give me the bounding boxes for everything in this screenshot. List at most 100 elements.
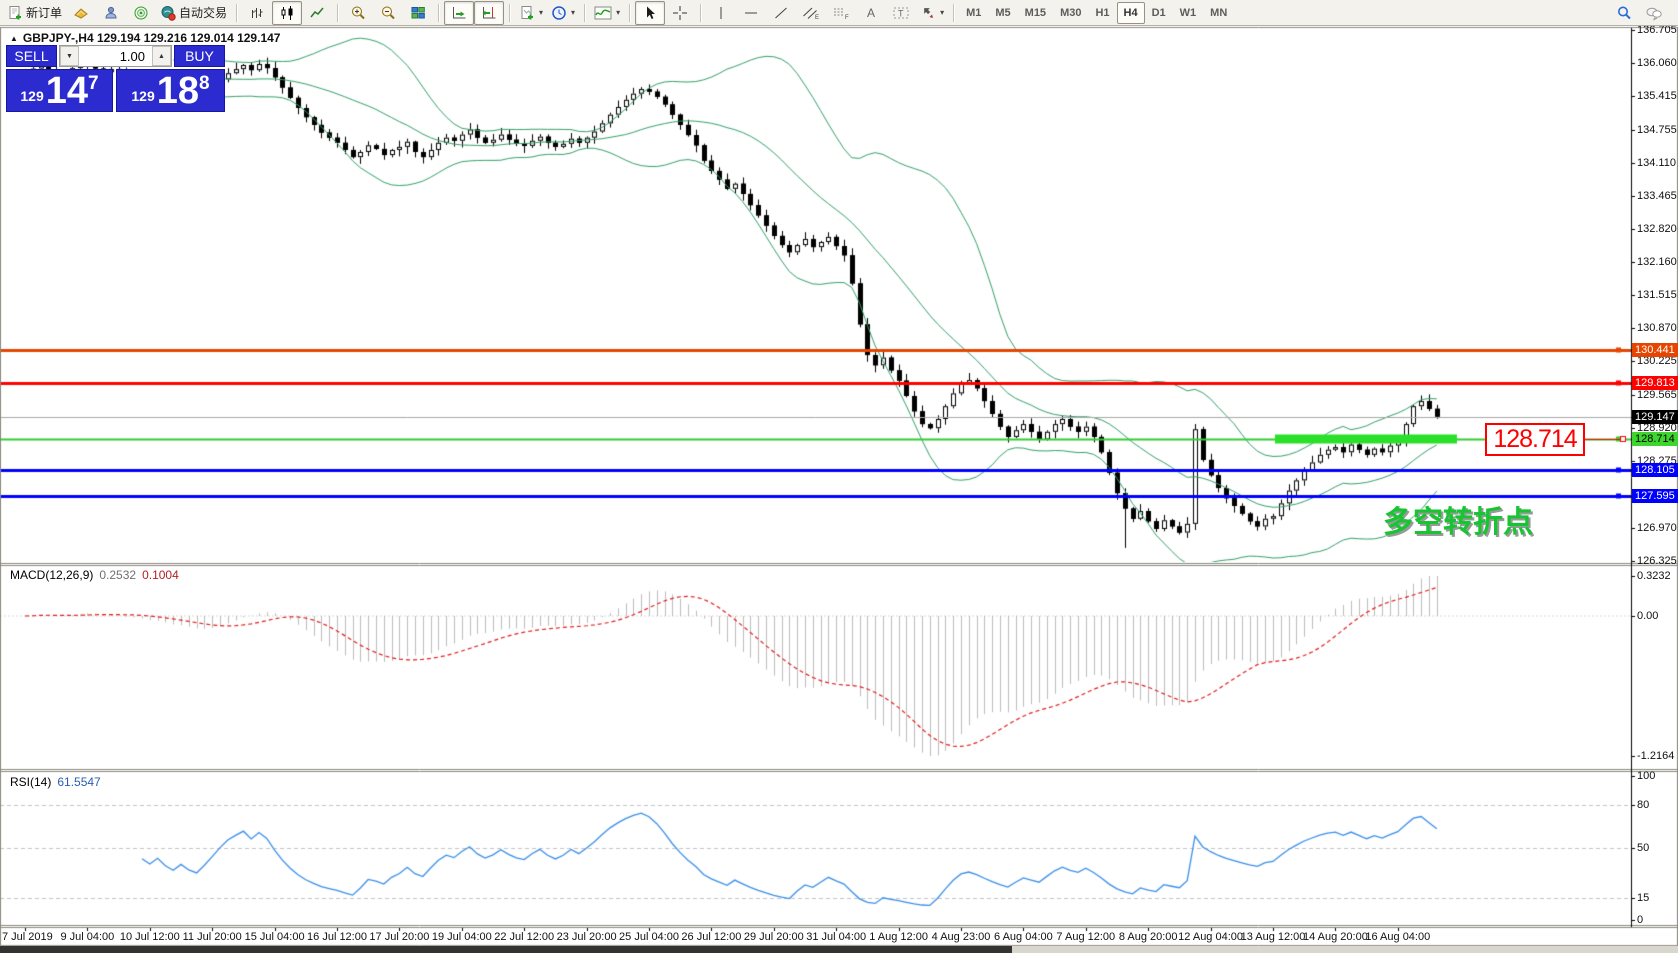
text-label-icon: T — [892, 5, 910, 21]
horizontal-line-button[interactable] — [736, 1, 766, 25]
toolbar-separator — [700, 3, 702, 22]
search-button[interactable] — [1609, 1, 1639, 25]
arrows-icon — [920, 5, 936, 21]
candlestick-chart-button[interactable] — [272, 0, 303, 25]
svg-text:T: T — [898, 8, 904, 18]
new-order-button[interactable]: 新订单 — [3, 1, 66, 25]
cursor-button[interactable] — [635, 0, 666, 25]
timeframe-mn-button[interactable]: MN — [1210, 6, 1228, 19]
timeframe-h4-button[interactable]: H4 — [1116, 1, 1145, 24]
svg-text:E: E — [815, 15, 819, 21]
chart-scrollbar[interactable] — [0, 946, 1678, 953]
text-button[interactable]: A — [856, 1, 886, 25]
one-click-trade-panel: SELL ▼ 1.00 ▲ BUY 129 14 7 129 18 8 — [6, 45, 225, 112]
timeframe-m1-button[interactable]: M1 — [966, 6, 982, 19]
macd-signal-value: 0.1004 — [142, 568, 179, 582]
chevron-down-icon: ▾ — [539, 8, 544, 17]
new-chart-icon — [519, 5, 535, 21]
tile-windows-icon — [410, 5, 426, 21]
history-center-button[interactable] — [66, 1, 96, 25]
symbol-info[interactable]: ▲ GBPJPY-,H4 129.194 129.216 129.014 129… — [10, 31, 280, 45]
rsi-name: RSI(14) — [10, 775, 52, 789]
chart-profiles-button[interactable]: ▾ — [547, 1, 579, 25]
macd-main-value: 0.2532 — [99, 568, 137, 582]
scrollbar-thumb[interactable] — [0, 946, 1012, 953]
equidistant-channel-button[interactable]: E — [796, 1, 826, 25]
fibonacci-button[interactable]: F — [826, 1, 856, 25]
trendline-button[interactable] — [766, 1, 796, 25]
buy-price-button[interactable]: 129 18 8 — [116, 69, 225, 112]
macd-name: MACD(12,26,9) — [10, 568, 94, 582]
text-label-button[interactable]: T — [886, 1, 916, 25]
profile-button[interactable] — [96, 1, 126, 25]
toolbar: 新订单 自动交易 — [0, 0, 1678, 26]
zoom-in-icon — [350, 5, 366, 21]
bar-chart-icon — [249, 5, 265, 21]
volume-stepper: ▼ 1.00 ▲ — [59, 45, 172, 67]
chart-shift-button[interactable] — [474, 0, 505, 25]
chevron-down-icon: ▾ — [571, 8, 576, 17]
text-a-icon: A — [864, 5, 878, 21]
timeframe-m15-button[interactable]: M15 — [1024, 6, 1047, 19]
chat-icon — [1645, 5, 1663, 21]
search-icon — [1616, 5, 1632, 21]
macd-label: MACD(12,26,9) 0.2532 0.1004 — [10, 568, 179, 582]
buy-price-sup: 8 — [199, 73, 210, 94]
vertical-line-icon — [715, 5, 727, 21]
tile-windows-button[interactable] — [403, 1, 433, 25]
vertical-line-button[interactable] — [706, 1, 736, 25]
new-chart-button[interactable]: ▾ — [515, 1, 547, 25]
buy-button[interactable]: BUY — [174, 45, 225, 67]
fibonacci-icon: F — [832, 5, 850, 21]
timeframe-d1-button[interactable]: D1 — [1151, 6, 1166, 19]
line-chart-icon — [309, 5, 325, 21]
indicators-button[interactable]: ▾ — [590, 1, 624, 25]
zoom-out-icon — [380, 5, 396, 21]
toolbar-separator — [337, 3, 339, 22]
equidistant-channel-icon: E — [802, 5, 820, 21]
chevron-down-icon: ▾ — [616, 8, 621, 17]
timeframe-m30-button[interactable]: M30 — [1060, 6, 1082, 19]
timeframe-w1-button[interactable]: W1 — [1179, 6, 1197, 19]
arrows-button[interactable]: ▾ — [916, 1, 948, 25]
toolbar-separator — [509, 3, 511, 22]
profile-icon — [103, 5, 119, 21]
sell-price-big: 14 — [45, 69, 89, 112]
toolbar-separator — [438, 3, 440, 22]
indicators-icon — [594, 5, 612, 21]
new-order-icon — [7, 5, 23, 21]
price-callout-box[interactable]: 128.714 — [1485, 423, 1585, 456]
sell-price-prefix: 129 — [20, 88, 44, 104]
timeframe-group: M1 M5 M15 M30 H1 H4 D1 W1 MN — [959, 1, 1234, 24]
autotrading-icon — [160, 5, 176, 21]
zoom-in-button[interactable] — [343, 1, 373, 25]
toolbar-separator — [953, 3, 955, 22]
sonar-icon — [133, 5, 149, 21]
svg-text:F: F — [845, 15, 849, 21]
autoscroll-button[interactable] — [444, 0, 475, 25]
timeframe-h1-button[interactable]: H1 — [1095, 6, 1110, 19]
chat-button[interactable] — [1639, 1, 1669, 25]
bar-chart-button[interactable] — [242, 1, 272, 25]
autoscroll-icon — [451, 5, 467, 21]
line-chart-button[interactable] — [302, 1, 332, 25]
chevron-down-icon: ▾ — [940, 8, 945, 17]
crosshair-button[interactable] — [665, 1, 695, 25]
volume-decrease-button[interactable]: ▼ — [60, 46, 79, 66]
toolbar-separator — [236, 3, 238, 22]
sonar-button[interactable] — [126, 1, 156, 25]
history-center-icon — [73, 5, 89, 21]
zoom-out-button[interactable] — [373, 1, 403, 25]
rsi-label: RSI(14) 61.5547 — [10, 775, 101, 789]
volume-value[interactable]: 1.00 — [119, 48, 145, 64]
candlestick-icon — [279, 5, 295, 21]
volume-increase-button[interactable]: ▲ — [152, 46, 171, 66]
autotrading-button[interactable]: 自动交易 — [156, 1, 231, 25]
sell-price-button[interactable]: 129 14 7 — [6, 69, 113, 112]
symbol-ohlc-text: GBPJPY-,H4 129.194 129.216 129.014 129.1… — [22, 31, 281, 45]
sell-button[interactable]: SELL — [6, 45, 57, 67]
timeframe-m5-button[interactable]: M5 — [995, 6, 1011, 19]
horizontal-line-icon — [743, 5, 759, 21]
